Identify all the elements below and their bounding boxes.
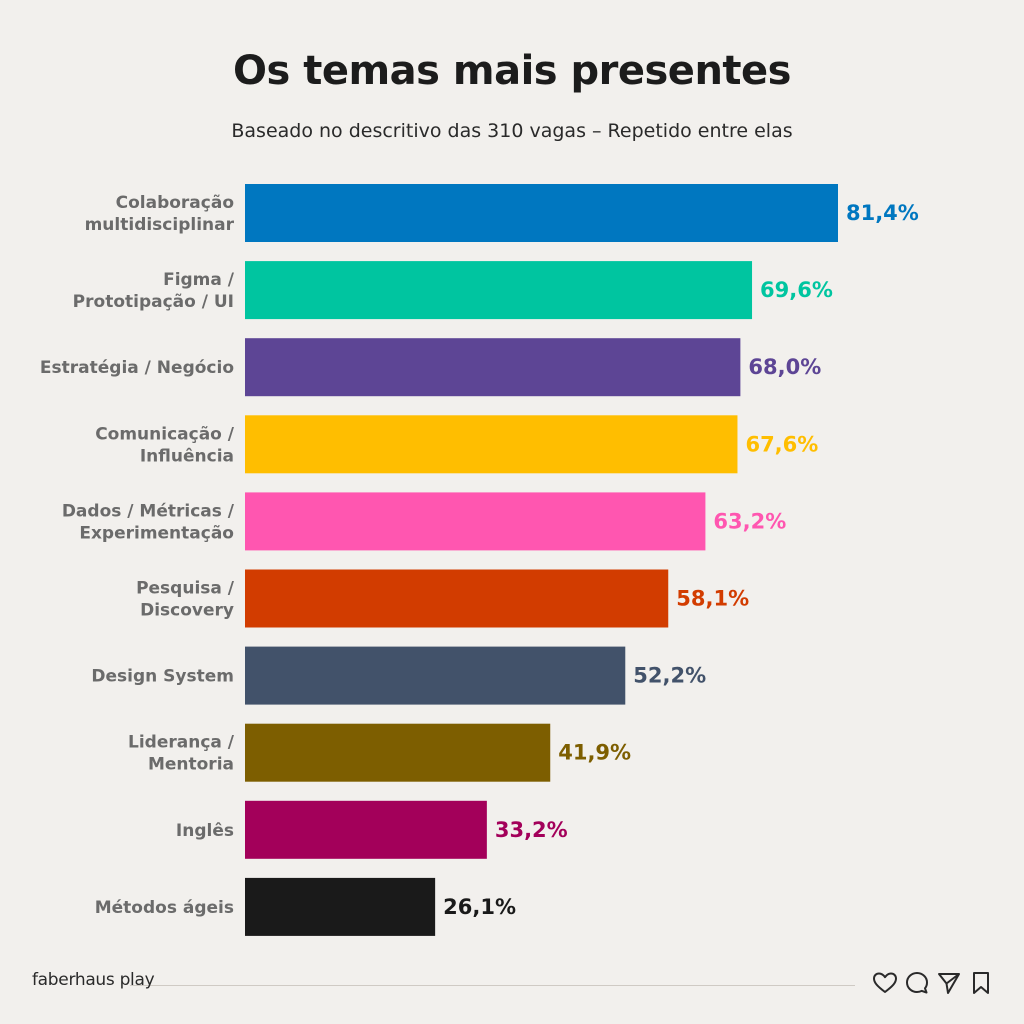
value-label-9: 26,1% — [443, 895, 516, 919]
bar-3 — [245, 415, 738, 474]
chart-subtitle: Baseado no descritivo das 310 vagas – Re… — [231, 120, 793, 142]
bar-8 — [245, 800, 487, 859]
value-label-8: 33,2% — [495, 818, 568, 842]
value-label-0: 81,4% — [846, 201, 919, 225]
bar-9 — [245, 877, 436, 936]
category-label-9: Métodos ágeis — [95, 898, 234, 918]
bar-4 — [245, 492, 706, 551]
bookmark-icon[interactable] — [968, 970, 994, 996]
send-icon[interactable] — [936, 970, 962, 996]
category-label-5: Pesquisa / Discovery — [136, 579, 235, 621]
value-label-1: 69,6% — [760, 278, 833, 302]
category-label-7: Liderança / Mentoria — [128, 733, 235, 775]
bar-7 — [245, 723, 551, 782]
category-label-4: Dados / Métricas / Experimentação — [62, 501, 235, 543]
category-label-2: Estratégia / Negócio — [40, 358, 234, 378]
footer-divider — [130, 985, 855, 986]
category-label-3: Comunicação / Influência — [95, 424, 235, 466]
social-actions — [872, 970, 994, 996]
value-label-3: 67,6% — [745, 432, 818, 456]
chart-title: Os temas mais presentes — [233, 48, 791, 94]
bar-1 — [245, 261, 753, 320]
category-label-1: Figma / Prototipação / UI — [73, 270, 235, 312]
brand-logo: faberhaus play — [32, 970, 155, 990]
value-label-4: 63,2% — [713, 509, 786, 533]
category-label-6: Design System — [91, 667, 234, 687]
value-label-5: 58,1% — [676, 587, 749, 611]
category-label-8: Inglês — [176, 821, 234, 841]
bar-0 — [245, 184, 838, 242]
bar-6 — [245, 646, 626, 705]
value-label-6: 52,2% — [633, 664, 706, 688]
comment-icon[interactable] — [904, 970, 930, 996]
category-label-0: Colaboração multidisciplinar — [85, 193, 235, 235]
bar-2 — [245, 338, 741, 397]
value-label-7: 41,9% — [558, 741, 631, 765]
value-label-2: 68,0% — [748, 355, 821, 379]
heart-icon[interactable] — [872, 970, 898, 996]
bar-5 — [245, 569, 669, 628]
